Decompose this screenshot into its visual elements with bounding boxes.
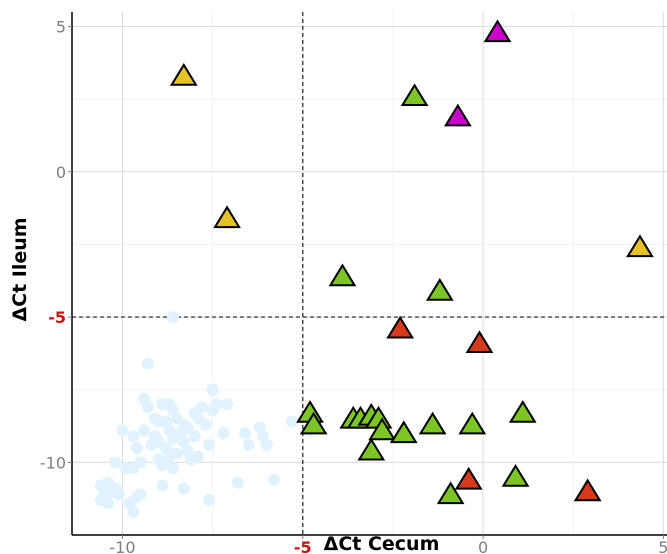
data-point-triangle-red	[386, 315, 415, 339]
data-point-circle	[177, 482, 190, 495]
data-point-triangle-green	[501, 463, 530, 487]
data-point-triangle-green	[357, 437, 386, 461]
data-point-circle	[181, 421, 194, 434]
background-points	[94, 311, 316, 518]
x-tick-label: 5	[658, 538, 667, 554]
data-point-triangle-green	[418, 411, 447, 435]
data-point-circle	[217, 427, 230, 440]
x-tick-label: -10	[109, 538, 135, 554]
data-point-circle	[260, 438, 273, 451]
x-tick-label: -5	[294, 538, 312, 554]
data-point-circle	[134, 456, 147, 469]
data-point-circle	[112, 488, 125, 501]
data-point-circle	[221, 398, 234, 411]
x-tick-label: 0	[478, 538, 488, 554]
data-point-circle	[127, 505, 140, 518]
y-tick-label: -10	[40, 453, 66, 472]
data-point-triangle-magenta	[483, 19, 512, 43]
triangle-points	[169, 19, 654, 505]
data-point-triangle-green	[368, 417, 397, 441]
data-point-triangle-red	[454, 466, 483, 490]
data-point-circle	[206, 383, 219, 396]
data-point-circle	[116, 424, 129, 437]
x-axis-title: ΔCt Cecum	[324, 533, 440, 554]
data-point-triangle-yellow	[213, 205, 241, 229]
data-point-circle	[102, 497, 115, 510]
data-point-circle	[231, 476, 244, 489]
data-point-circle	[166, 311, 179, 324]
data-point-triangle-yellow	[626, 234, 654, 258]
y-axis-title: ΔCt Ileum	[9, 217, 31, 321]
data-point-circle	[203, 438, 216, 451]
data-point-circle	[138, 424, 151, 437]
data-point-triangle-magenta	[443, 103, 472, 127]
data-point-circle	[141, 357, 154, 370]
data-point-triangle-green	[328, 263, 357, 287]
data-point-triangle-green	[436, 481, 465, 505]
data-point-circle	[130, 441, 143, 454]
data-point-circle	[192, 450, 205, 463]
data-point-circle	[267, 473, 280, 486]
data-point-circle	[210, 398, 223, 411]
data-point-triangle-green	[400, 83, 429, 107]
data-point-circle	[188, 430, 201, 443]
data-point-circle	[285, 415, 298, 428]
data-point-circle	[203, 494, 216, 507]
data-point-circle	[138, 392, 151, 405]
y-tick-label: 0	[56, 163, 66, 182]
data-point-circle	[242, 438, 255, 451]
data-point-circle	[134, 488, 147, 501]
data-point-circle	[166, 462, 179, 475]
data-point-triangle-green	[425, 278, 454, 301]
data-point-circle	[127, 430, 140, 443]
data-point-triangle-red	[465, 330, 494, 354]
tick-labels: -10 -5 0 5 5 0 -5 -10	[40, 18, 667, 554]
data-point-circle	[174, 430, 187, 443]
data-point-triangle-yellow	[169, 63, 198, 86]
data-point-circle	[195, 401, 208, 414]
axes	[71, 12, 667, 536]
data-point-circle	[199, 418, 212, 431]
data-point-circle	[156, 459, 169, 472]
y-tick-label: -5	[48, 308, 66, 327]
y-tick-label: 5	[56, 18, 66, 37]
data-point-triangle-green	[389, 420, 418, 444]
data-point-triangle-red	[573, 478, 602, 502]
data-point-circle	[156, 479, 169, 492]
data-point-circle	[148, 412, 161, 425]
data-point-triangle-green	[458, 411, 487, 435]
data-point-circle	[239, 427, 252, 440]
data-point-circle	[109, 456, 122, 469]
data-point-circle	[163, 450, 176, 463]
data-point-triangle-green	[508, 400, 537, 423]
data-point-triangle-green	[299, 411, 328, 435]
data-point-circle	[152, 436, 165, 449]
data-point-circle	[166, 404, 179, 417]
